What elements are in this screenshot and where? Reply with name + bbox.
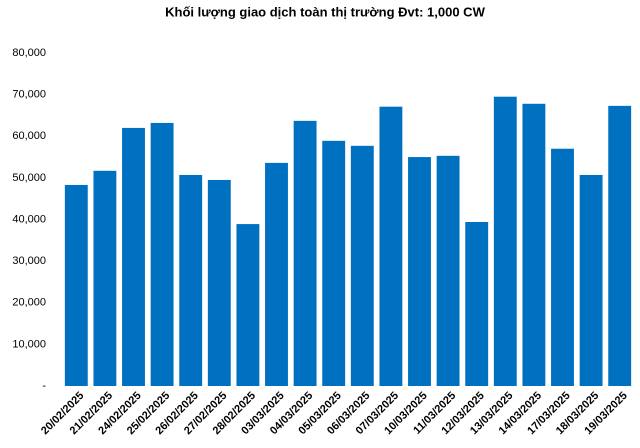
bar [207,179,231,386]
bar [350,145,374,386]
bar [236,224,260,386]
bar [522,103,546,386]
bar [551,148,574,386]
bar [608,105,632,387]
y-tick-label: 10,000 [12,338,46,350]
bar [179,174,203,386]
bar [408,157,431,386]
y-tick-label: 30,000 [12,255,46,267]
bar [122,127,145,387]
bar [64,184,88,386]
bar [293,120,317,386]
y-tick-label: 60,000 [12,130,46,142]
y-tick-label: 50,000 [12,172,46,184]
y-tick-label: 80,000 [12,47,46,59]
bar [465,221,489,386]
y-tick-label: 40,000 [12,213,46,225]
bar [322,140,346,386]
chart-title: Khối lượng giao dịch toàn thị trường Đvt… [165,4,485,19]
bar [493,96,517,387]
bar [265,162,288,386]
y-tick-label: 20,000 [12,297,46,309]
bar [379,106,403,386]
bar [150,122,174,387]
bar [93,170,117,386]
y-tick-label: 70,000 [12,89,46,101]
bar [436,155,460,386]
bar [579,174,603,386]
y-tick-label: - [42,380,46,392]
